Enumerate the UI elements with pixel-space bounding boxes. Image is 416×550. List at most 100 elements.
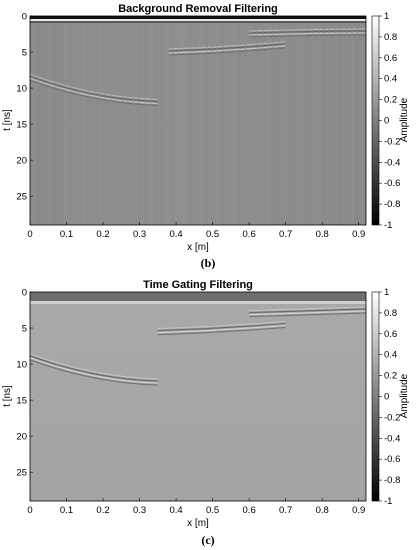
panel-caption: (c) [201,533,214,547]
reflection-band [30,77,158,105]
colorbar-tick-label: -0.6 [384,454,400,465]
direct-wave-mid-band [30,21,366,23]
colorbar-tick-label: 0.2 [384,95,397,106]
colorbar [371,15,380,226]
x-tick-label: 0.9 [352,505,365,516]
plot-frame [29,291,367,502]
x-tick-label: 0.6 [243,505,256,516]
colorbar-tick-label: -0.8 [384,475,400,486]
reflection-band [30,353,158,380]
reflection-band [249,310,366,316]
colorbar-label: Amplitude [399,373,410,418]
y-tick-label: 20 [16,156,27,167]
y-tick-label: 0 [22,288,27,299]
x-axis-ticks: 0 0.1 0.2 0.3 0.4 0.5 0.6 0.7 0.8 0.9 [27,498,365,516]
colorbar-ticks: 1 0.8 0.6 0.4 0.2 0 -0.2 -0.4 -0.6 -0.8 -1 [379,287,400,507]
y-tick-label: 15 [16,120,27,131]
gated-region [30,292,366,301]
x-tick-label: 0.2 [96,229,109,240]
x-axis-ticks: 0 0.1 0.2 0.3 0.4 0.5 0.6 0.7 0.8 0.9 [27,222,365,240]
trace-texture [31,24,365,225]
reflection-band [249,312,366,318]
x-tick-label: 0.8 [316,229,329,240]
chart-panel-b: Background Removal Filtering 0 0.1 0.2 0.3 0… [2,3,410,270]
x-tick-label: 0.2 [96,505,109,516]
chart-title: Time Gating Filtering [143,279,253,291]
y-axis-ticks: 0 5 10 15 20 25 [16,288,33,479]
x-tick-label: 0.8 [316,505,329,516]
reflection-band [30,357,158,384]
x-tick-label: 0.9 [352,229,365,240]
reflection-band [168,41,286,50]
colorbar-tick-label: 0.8 [384,308,397,319]
x-tick-label: 0.4 [169,229,182,240]
reflection-band [168,47,286,56]
x-tick-label: 0.5 [206,229,219,240]
x-axis-label: x [m] [187,242,209,253]
plot-frame [29,15,367,226]
reflection-band [249,30,366,34]
x-tick-label: 0.3 [133,229,146,240]
heatmap-area [30,292,366,501]
colorbar-tick-label: 0 [384,116,389,127]
reflection-band [30,359,158,386]
x-tick-label: 0.5 [206,505,219,516]
colorbar-tick-label: 0.8 [384,32,397,43]
y-tick-label: 25 [16,192,27,203]
heatmap-features [30,16,366,225]
colorbar-tick-label: -0.2 [384,136,400,147]
reflection-band [168,43,286,52]
colorbar-tick-label: 1 [384,287,389,298]
colorbar-tick-label: 0.4 [384,350,397,361]
colorbar-tick-label: -0.2 [384,412,400,423]
reflection-band [249,34,366,38]
x-tick-label: 0.4 [169,505,182,516]
y-tick-label: 10 [16,84,27,95]
x-tick-label: 0.1 [60,229,73,240]
reflection-band [249,308,366,314]
y-axis-label: t [ns] [2,385,13,407]
reflection-band [157,320,286,330]
x-tick-label: 0 [27,505,32,516]
reflection-band [157,324,286,334]
reflection-band [30,75,158,103]
reflection-band [30,73,158,101]
reflection-band [30,79,158,107]
y-tick-label: 5 [22,324,27,335]
reflection-band [249,28,366,32]
reflections [30,306,366,386]
heatmap-features [30,292,366,386]
colorbar-tick-label: 0.4 [384,74,397,85]
chart-title: Background Removal Filtering [118,3,278,15]
x-tick-label: 0.6 [243,229,256,240]
colorbar-tick-label: 0.6 [384,53,397,64]
x-tick-label: 0.7 [279,229,292,240]
colorbar [371,291,380,502]
x-tick-label: 0.3 [133,505,146,516]
direct-wave-dark-band [30,16,366,19]
reflection-band [249,32,366,36]
reflection-band [30,355,158,382]
reflection-band [249,306,366,312]
chart-panel-c: Time Gating Filtering 0 0.1 0.2 0.3 0.4 0.5 0.… [2,279,410,547]
colorbar-tick-label: -0.4 [384,433,400,444]
colorbar-ticks: 1 0.8 0.6 0.4 0.2 0 -0.2 -0.4 -0.6 -0.8 -1 [379,11,400,231]
x-tick-label: 0 [27,229,32,240]
y-tick-label: 5 [22,48,27,59]
y-axis-ticks: 0 5 10 15 20 25 [16,12,33,203]
x-tick-label: 0.7 [279,505,292,516]
colorbar-tick-label: 1 [384,11,389,22]
colorbar-tick-label: 0.2 [384,371,397,382]
x-axis-label: x [m] [187,518,209,529]
x-tick-label: 0.1 [60,505,73,516]
direct-wave-light-band [30,19,366,21]
colorbar-tick-label: -0.4 [384,157,400,168]
y-tick-label: 15 [16,396,27,407]
colorbar-tick-label: 0 [384,392,389,403]
colorbar-tick-label: 0.6 [384,329,397,340]
reflection-band [157,326,286,336]
y-tick-label: 0 [22,12,27,23]
colorbar-tick-label: -0.6 [384,178,400,189]
heatmap-area [30,16,366,225]
